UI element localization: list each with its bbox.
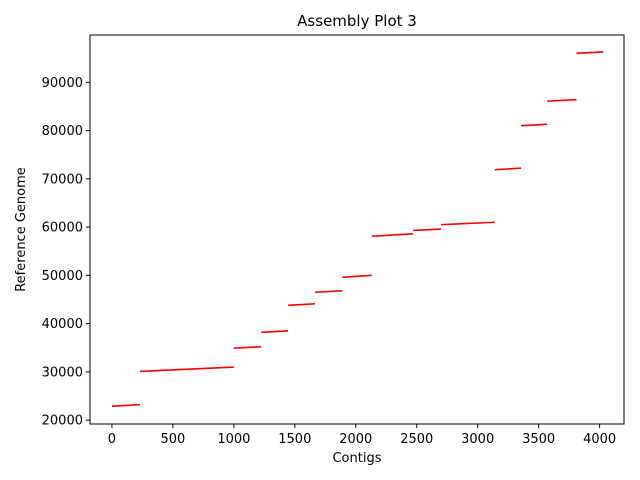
x-axis-ticks: 0 500 1000 1500 2000 2500 3000 3500 4000 [108,424,616,447]
contig-segment-11 [494,167,522,171]
y-axis-title: Reference Genome [14,167,29,292]
y-tick-label: 60000 [42,221,83,236]
y-tick-label: 40000 [42,317,83,332]
x-tick-label: 4000 [583,432,616,447]
contig-segment-1 [111,403,141,407]
x-tick-label: 2500 [400,432,433,447]
x-tick-label: 3500 [522,432,555,447]
y-tick-label: 30000 [42,365,83,380]
chart-title: Assembly Plot 3 [297,12,417,30]
contig-segment-13 [547,98,577,102]
contig-segment-10 [441,221,495,226]
contig-segment-8 [371,233,414,238]
contig-segment-4 [261,330,289,334]
y-axis-ticks: 20000 30000 40000 50000 60000 70000 80000 90000 [42,76,90,429]
contig-segment-3 [233,345,262,350]
y-tick-label: 90000 [42,76,83,91]
axes-frame [89,34,625,425]
contig-segment-2 [139,366,234,373]
y-tick-label: 70000 [42,172,83,187]
x-axis-title: Contigs [332,451,381,466]
x-tick-label: 1000 [217,432,250,447]
y-tick-label: 20000 [42,414,83,429]
x-tick-label: 0 [108,432,116,447]
x-tick-label: 1500 [278,432,311,447]
y-tick-label: 50000 [42,269,83,284]
contig-segment-5 [288,303,315,307]
contig-segment-6 [314,289,343,294]
y-tick-label: 80000 [42,124,83,139]
contig-segment-9 [413,228,442,232]
x-tick-label: 500 [160,432,185,447]
plot-area [111,51,604,407]
x-tick-label: 2000 [339,432,372,447]
x-tick-label: 3000 [461,432,494,447]
contig-segment-14 [576,51,604,55]
contig-segment-7 [342,274,372,279]
contig-segment-12 [520,123,548,127]
